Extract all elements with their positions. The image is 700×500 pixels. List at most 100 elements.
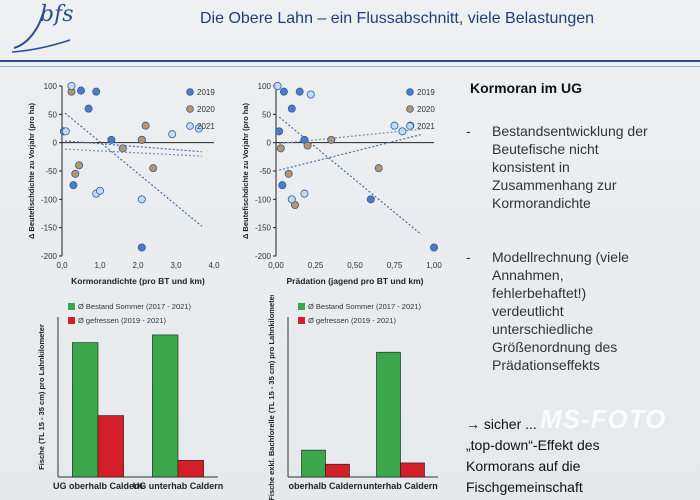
legend-marker [406,122,414,130]
data-point [287,195,296,204]
x-tick-label: 0,25 [308,261,324,270]
bar-chart-fish-upper: Ø Bestand Sommer (2017 - 2021) Ø gefresse… [37,302,224,491]
x-tick-label: 0,50 [347,261,363,270]
data-point [273,81,282,90]
x-tick-label: 0,75 [387,261,403,270]
header-divider [0,60,700,62]
legend-label: Ø Bestand Sommer (2017 - 2021) [78,302,191,311]
legend-label: Ø gefressen (2019 - 2021) [308,316,396,325]
data-point [276,144,285,153]
bar [97,415,124,478]
legend-label: 2021 [417,122,435,131]
y-tick-label: -100 [255,195,272,204]
data-point [77,86,86,95]
legend-label: 2020 [417,105,435,114]
data-point [141,121,150,130]
bar [400,462,425,478]
data-point [61,127,70,136]
category-label: unterhab Caldern [363,481,438,491]
x-tick-label: 2,0 [132,261,144,270]
data-point [398,127,407,136]
bullet-dash: - [466,249,471,265]
data-point [67,81,76,90]
data-point [327,135,336,144]
data-point [390,121,399,130]
header-divider-thin [0,66,700,67]
data-point [306,90,315,99]
y-tick-label: -150 [255,224,272,233]
x-tick-label: 1,0 [94,261,106,270]
y-axis-label: Fische (TL 15 - 35 cm) pro Lahnkilometer [37,324,46,470]
bfs-logo [11,9,71,53]
logo-text: bfs [40,2,74,27]
x-axis-label: Kormorandichte (pro BT und km) [71,276,205,286]
data-point [137,135,146,144]
legend-label: 2021 [197,122,215,131]
legend-marker [186,122,194,130]
x-tick-label: 4,0 [208,261,220,270]
bullet-item: - Modellrechnung (viele Annahmen, fehler… [466,248,696,388]
trend-line [279,133,422,171]
trend-line [64,140,202,153]
bar [72,342,99,478]
bar [301,449,326,478]
bar-chart-fish-lower: Ø Bestand Sommer (2017 - 2021) Ø gefresse… [267,295,438,500]
data-point [71,169,80,178]
legend-label: Ø Bestand Sommer (2017 - 2021) [308,302,421,311]
category-label: oberhalb Caldern [288,481,362,491]
legend-swatch [298,303,305,310]
legend-label: 2020 [197,105,215,114]
slide-title: Die Obere Lahn – ein Flussabschnitt, vie… [200,10,595,27]
y-tick-label: -200 [41,252,58,261]
legend-label: 2019 [197,88,215,97]
bar [177,460,204,478]
x-axis-label: Prädation (jagend pro BT und km) [287,276,424,286]
data-point [279,87,288,96]
y-axis-label: Δ Beutefischdichte zu Vorjahr (pro ha) [27,102,36,239]
bar [325,463,350,478]
data-point [75,161,84,170]
data-point [118,144,127,153]
y-tick-label: -150 [41,224,58,233]
bar [152,334,179,478]
data-point [278,181,287,190]
legend-marker [186,88,194,96]
y-tick-label: 0 [53,139,58,148]
y-tick-label: 50 [262,110,271,119]
data-point [300,189,309,198]
y-axis-label: Fische exkl. Bachforelle (TL 15 - 35 cm)… [267,295,276,500]
y-tick-label: 50 [48,110,57,119]
legend-marker [406,88,414,96]
legend-swatch [298,317,305,324]
bullet-text: Modellrechnung (viele Annahmen, fehlerbe… [492,249,629,373]
bullet-dash: - [466,123,471,139]
y-tick-label: 0 [267,139,272,148]
conclusion-text: → sicher ... „top-down“-Effekt des Kormo… [466,416,600,495]
x-tick-label: 0,0 [56,261,68,270]
bullet-item: - Bestandsentwicklung der Beutefische ni… [466,122,696,222]
data-point [149,164,158,173]
data-point [287,104,296,113]
watermark: MS-FOTO [540,404,667,434]
category-label: UG unterhab Caldern [133,481,224,491]
x-tick-label: 3,0 [170,261,182,270]
y-tick-label: -50 [45,167,57,176]
data-point [168,130,177,139]
legend-marker [406,105,414,113]
legend-label: 2019 [417,88,435,97]
data-point [137,195,146,204]
trend-line [278,116,422,235]
trend-line [64,112,203,227]
legend-label: Ø gefressen (2019 - 2021) [78,316,166,325]
data-point [295,87,304,96]
legend-marker [186,105,194,113]
legend-swatch [68,317,75,324]
data-point [69,181,78,190]
data-point [137,243,146,252]
x-tick-label: 1,00 [426,261,442,270]
y-axis-label: Δ Beutefischdichte zu Vorjahr (pro ha) [241,102,250,239]
data-point [374,164,383,173]
